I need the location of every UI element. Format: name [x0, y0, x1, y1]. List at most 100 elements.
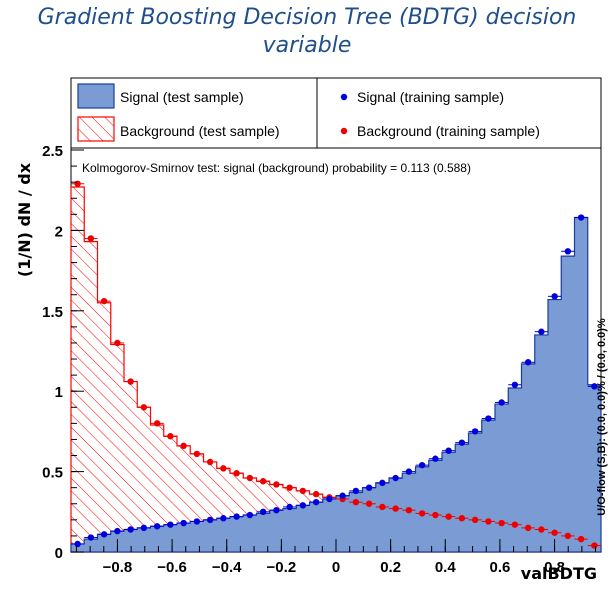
legend-frame — [70, 77, 602, 149]
y-axis-ticks: 0 0.5 1 1.5 2 2.5 — [42, 143, 84, 562]
signal-training-point — [286, 503, 293, 511]
legend-label-signal-training: Signal (training sample) — [357, 89, 504, 105]
x-tick-label: 0 — [332, 559, 340, 576]
background-training-point — [273, 481, 280, 488]
signal-training-point — [365, 484, 373, 491]
signal-training-point — [220, 515, 227, 522]
signal-training-point — [326, 495, 333, 503]
background-training-point — [485, 518, 492, 525]
signal-training-point — [193, 518, 201, 525]
signal-training-point — [167, 521, 174, 528]
signal-training-point — [233, 513, 240, 520]
x-axis-ticks: −0.8 −0.6 −0.4 −0.2 0 0.2 0.4 0.6 0.8 — [75, 539, 597, 576]
signal-training-point — [432, 455, 439, 462]
background-training-point — [193, 450, 201, 458]
background-training-point — [564, 532, 572, 540]
legend-marker-signal-training — [340, 93, 348, 101]
background-training-point — [153, 420, 161, 427]
background-training-point — [591, 542, 598, 549]
signal-training-point — [591, 383, 598, 390]
background-training-point — [114, 339, 121, 347]
background-training-point — [233, 470, 240, 477]
signal-training-point — [445, 447, 452, 454]
background-training-point — [167, 433, 174, 440]
underflow-overflow-annotation: U/O-flow (S,B): (0.0, 0.0)% / (0.0, 0.0)… — [596, 318, 608, 516]
legend: Signal (test sample) Background (test sa… — [70, 77, 602, 149]
signal-training-point — [140, 524, 148, 532]
ks-test-annotation: Kolmogorov-Smirnov test: signal (backgro… — [82, 161, 471, 175]
y-tick-label: 1.5 — [42, 304, 63, 321]
signal-training-point — [511, 381, 519, 388]
x-tick-label: 0.4 — [435, 559, 457, 576]
legend-swatch-signal-test — [77, 83, 115, 109]
background-training-point — [365, 500, 373, 507]
background-training-point — [458, 515, 466, 522]
background-training-point — [511, 521, 519, 528]
signal-training-point — [273, 506, 280, 514]
signal-training-point — [379, 479, 386, 487]
signal-training-point — [498, 399, 505, 406]
x-tick-label: −0.6 — [157, 559, 187, 576]
signal-training-point — [87, 534, 95, 541]
background-training-point — [524, 524, 532, 532]
background-training-point — [538, 526, 545, 533]
y-tick-label: 1 — [55, 384, 63, 401]
signal-training-point — [299, 502, 307, 509]
signal-training-point — [127, 526, 134, 533]
y-tick-label: 0 — [55, 545, 63, 562]
signal-training-point — [418, 461, 426, 469]
signal-training-point — [551, 293, 558, 300]
x-axis-title: valBDTG — [521, 564, 597, 583]
background-training-point — [551, 529, 558, 536]
background-training-point — [312, 490, 320, 498]
background-training-point — [246, 474, 254, 482]
x-tick-label: 0.8 — [544, 559, 565, 576]
background-training-point — [379, 503, 386, 511]
x-tick-label: −0.4 — [212, 559, 242, 576]
signal-training-point — [392, 474, 399, 482]
y-tick-label: 0.5 — [42, 465, 63, 482]
signal-training-point — [74, 540, 81, 548]
signal-training-point — [246, 511, 254, 519]
background-training-point — [74, 180, 81, 187]
signal-training-point — [458, 439, 466, 446]
background-training-point — [405, 506, 413, 514]
signal-training-point — [259, 508, 267, 515]
signal-training-point — [312, 498, 320, 506]
legend-marker-background-training — [340, 127, 348, 135]
background-training-point — [432, 511, 439, 519]
background-training-point — [445, 513, 452, 520]
background-training-point — [352, 498, 360, 506]
signal-training-point — [153, 523, 161, 530]
y-tick-label: 2.5 — [42, 143, 63, 160]
background-training-point — [127, 378, 134, 385]
background-training-point — [498, 519, 505, 527]
background-training-point — [140, 404, 148, 411]
signal-training-point — [564, 248, 572, 255]
background-training-point — [100, 297, 108, 305]
signal-training-point — [339, 492, 346, 499]
y-axis-title: (1/N) dN / dx — [15, 162, 34, 277]
x-tick-label: −0.8 — [103, 559, 133, 576]
signal-training-point — [180, 519, 187, 527]
signal-training-point — [485, 415, 492, 422]
legend-label-background-test: Background (test sample) — [120, 123, 280, 139]
legend-label-signal-test: Signal (test sample) — [120, 89, 244, 105]
signal-training-point — [206, 516, 214, 524]
signal-training-points — [71, 214, 601, 548]
x-tick-label: 0.2 — [380, 559, 401, 576]
background-training-point — [259, 478, 267, 485]
x-tick-label: −0.2 — [267, 559, 297, 576]
signal-training-point — [100, 531, 108, 538]
background-training-point — [299, 487, 307, 495]
signal-training-point — [538, 328, 545, 335]
background-training-point — [206, 458, 214, 466]
signal-training-point — [577, 214, 585, 221]
signal-training-point — [405, 468, 413, 475]
background-training-point — [180, 442, 187, 450]
background-training-point — [286, 484, 293, 491]
background-training-point — [220, 465, 227, 472]
signal-training-point — [524, 359, 532, 366]
background-training-point — [392, 505, 399, 512]
